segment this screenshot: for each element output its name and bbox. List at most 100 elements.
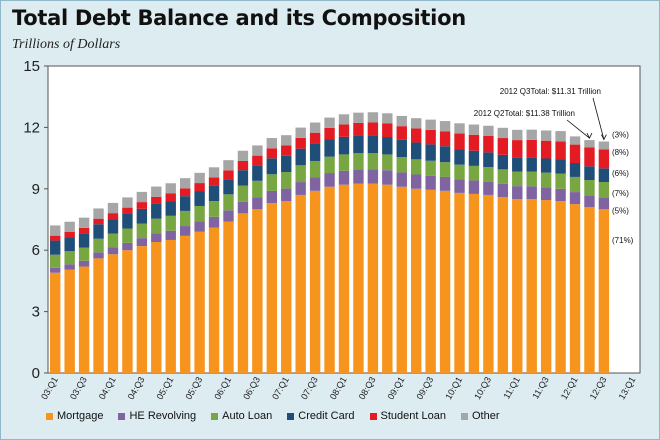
bar-segment-he-revolving [483, 181, 494, 195]
legend-item-he-revolving: HE Revolving [118, 410, 196, 422]
bar-segment-student-loan [281, 145, 292, 156]
bar-segment-auto-loan [526, 171, 537, 187]
bar-segment-credit-card [512, 157, 523, 172]
x-tick-label: 10:Q3 [472, 375, 493, 401]
bar-segment-student-loan [107, 213, 119, 220]
bar-segment-he-revolving [78, 260, 90, 267]
bar-segment-credit-card [367, 135, 379, 154]
bar-segment-mortgage [165, 239, 176, 373]
legend-label: Other [471, 410, 500, 422]
bar-segment-auto-loan [324, 156, 335, 174]
share-labels: (3%) (8%) (6%) (7%) (5%) (71%) [612, 130, 634, 245]
bar-segment-auto-loan [281, 172, 292, 189]
bar-segment-student-loan [367, 122, 379, 136]
bar-segment-other [78, 217, 90, 228]
bar-segment-student-loan [237, 160, 249, 171]
bar-segment-he-revolving [252, 197, 263, 210]
bar-segment-mortgage [497, 196, 509, 373]
bar-segment-other [598, 141, 610, 150]
bar-segment-other [497, 127, 509, 139]
bar-segment-mortgage [454, 192, 465, 373]
bar-segment-credit-card [107, 219, 119, 234]
bar-segment-mortgage [64, 269, 75, 373]
bar-segment-mortgage [122, 250, 133, 373]
y-tick-label: 9 [32, 181, 40, 198]
bar-segment-other [151, 186, 162, 197]
annotation-text: 2012 Q2Total: $11.38 Trillion [474, 109, 575, 118]
x-tick-label: 05:Q1 [155, 375, 176, 401]
legend-label: Credit Card [298, 410, 355, 422]
bar-segment-he-revolving [194, 221, 205, 232]
bar-segment-other [454, 123, 465, 134]
bar-segment-auto-loan [367, 153, 379, 170]
bar-segment-credit-card [439, 146, 451, 163]
legend-swatch [211, 412, 219, 420]
bar-segment-student-loan [425, 129, 436, 145]
bar-segment-mortgage [468, 193, 480, 373]
annotation-text: 2012 Q3Total: $11.31 Trillion [500, 87, 601, 96]
x-tick-label: 08:Q3 [357, 375, 378, 401]
bar-segment-credit-card [425, 144, 436, 161]
bar-segment-auto-loan [223, 194, 234, 211]
bar-segment-he-revolving [93, 252, 104, 259]
bar-segment-student-loan [93, 218, 104, 225]
bar-segment-credit-card [526, 157, 537, 172]
bar-segment-other [439, 121, 451, 132]
bar-segment-he-revolving [324, 173, 335, 187]
bar-segment-student-loan [353, 122, 364, 136]
bar-segment-he-revolving [281, 188, 292, 202]
bar-segment-he-revolving [64, 264, 75, 270]
bar-segment-he-revolving [338, 170, 350, 185]
bar-segment-mortgage [396, 186, 407, 373]
bar-segment-credit-card [353, 135, 364, 154]
bar-segment-other [252, 145, 263, 156]
bar-segment-credit-card [555, 159, 566, 174]
bar-segment-credit-card [237, 170, 249, 186]
bar-segment-he-revolving [122, 242, 133, 251]
bar-segment-credit-card [50, 240, 61, 255]
bar-segment-mortgage [252, 209, 263, 373]
bar-segment-auto-loan [151, 218, 162, 234]
bar-segment-other [425, 119, 436, 130]
bar-segment-auto-loan [78, 247, 90, 261]
bar-segment-credit-card [295, 148, 306, 166]
bar-segment-other [468, 124, 480, 135]
bar-segment-student-loan [309, 132, 321, 144]
bar-segment-he-revolving [497, 183, 509, 197]
bar-segment-student-loan [136, 202, 148, 209]
bar-segment-other [584, 140, 595, 148]
bar-segment-student-loan [338, 124, 350, 137]
annotation-arrow-line [592, 97, 605, 140]
bar-segment-auto-loan [468, 165, 480, 181]
bar-segment-student-loan [483, 136, 494, 153]
bar-segment-mortgage [151, 242, 162, 373]
bar-segment-student-loan [512, 140, 523, 158]
bar-segment-other [281, 135, 292, 146]
bar-segment-other [50, 225, 61, 236]
annotation-arrowhead [586, 132, 593, 139]
bar-segment-mortgage [540, 200, 552, 373]
bar-segment-credit-card [497, 154, 509, 170]
bar-segment-student-loan [411, 128, 422, 143]
x-tick-label: 09:Q1 [386, 375, 407, 401]
bar-segment-student-loan [382, 123, 393, 138]
y-tick-label: 3 [32, 304, 40, 321]
bar-segment-auto-loan [194, 205, 205, 222]
bar-segment-other [512, 129, 523, 141]
bar-segment-he-revolving [439, 176, 451, 191]
bar-segment-credit-card [165, 201, 176, 216]
bar-segment-student-loan [78, 227, 90, 234]
bar-segment-auto-loan [309, 160, 321, 178]
bar-segment-other [483, 125, 494, 136]
bar-segment-student-loan [569, 144, 581, 164]
bar-segment-mortgage [353, 183, 364, 373]
bar-segment-he-revolving [468, 180, 480, 194]
legend-swatch [118, 412, 126, 420]
bar-segment-student-loan [252, 155, 263, 166]
bar-segment-credit-card [136, 208, 148, 224]
bar-segment-mortgage [584, 207, 595, 373]
x-tick-label: 04:Q3 [126, 375, 147, 401]
bar-segment-auto-loan [338, 154, 350, 171]
bar-segment-other [122, 197, 133, 208]
bar-segment-auto-loan [93, 238, 104, 253]
